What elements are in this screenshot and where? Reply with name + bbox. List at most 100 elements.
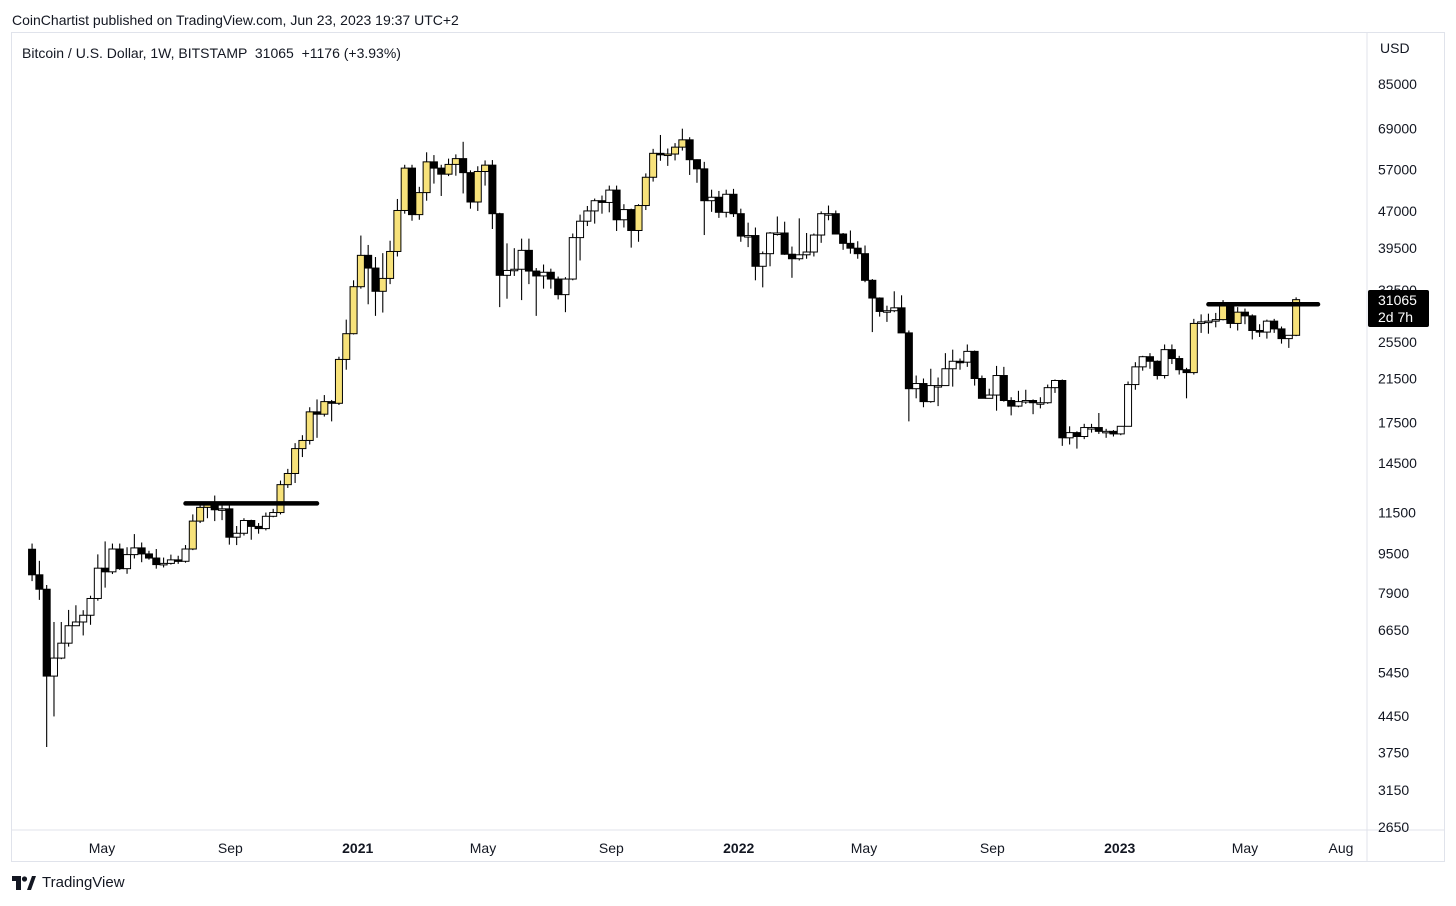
candle-body [671, 146, 680, 155]
candle [451, 154, 460, 176]
candle [239, 518, 248, 536]
candle-body [517, 249, 526, 270]
candle-body [481, 164, 490, 172]
candle-body [218, 508, 227, 511]
candle-body [1167, 349, 1176, 360]
candle [261, 512, 270, 531]
candle [488, 160, 497, 229]
candle-body [948, 360, 957, 370]
candle-body [1036, 402, 1045, 405]
candle [415, 186, 424, 220]
candle [210, 495, 219, 522]
candle [919, 378, 928, 408]
candle [1102, 428, 1111, 438]
candle [152, 549, 161, 569]
currency-label: USD [1380, 40, 1410, 56]
candle [495, 212, 504, 308]
candle-body [649, 152, 658, 178]
candle-body [963, 350, 972, 363]
candle-body [327, 401, 336, 404]
candle-body [1197, 321, 1206, 324]
price-tick-label: 6650 [1378, 622, 1409, 638]
candle-body [437, 167, 446, 175]
candle-body [700, 168, 709, 202]
candle [327, 399, 336, 422]
candle-body [313, 411, 322, 415]
candle [985, 388, 994, 399]
candle-body [393, 209, 402, 252]
candle [408, 164, 417, 221]
candle [926, 368, 935, 403]
candle-body [576, 220, 585, 239]
candle [108, 543, 117, 575]
price-tick-label: 39500 [1378, 240, 1417, 256]
candle-body [188, 520, 197, 550]
candle [561, 277, 570, 313]
candle-body [795, 254, 804, 260]
candle-body [123, 554, 132, 570]
candle-body [985, 394, 994, 399]
candle [159, 557, 168, 568]
candle-body [1109, 430, 1118, 435]
candle-body [451, 158, 460, 165]
candle [1014, 390, 1023, 408]
time-tick-label: May [89, 840, 115, 856]
candle-body [422, 161, 431, 194]
candle-body [539, 271, 548, 277]
candle-body [1065, 432, 1074, 439]
candle-body [320, 401, 329, 415]
candle [546, 268, 555, 289]
candle [364, 244, 373, 305]
candle [590, 198, 599, 224]
candle [707, 189, 716, 212]
candle [313, 399, 322, 438]
candle-body [269, 512, 278, 517]
candle [568, 233, 577, 281]
candle [1204, 313, 1213, 334]
candle [729, 188, 738, 217]
candle [817, 211, 826, 243]
last-price-value: 31065 [1378, 292, 1417, 308]
candle-body [619, 209, 628, 221]
candle [1277, 326, 1286, 344]
candle [174, 555, 183, 564]
candle [1065, 426, 1074, 445]
price-tick-label: 3750 [1378, 745, 1409, 761]
candle-body [941, 368, 950, 387]
time-tick-label: May [1232, 840, 1258, 856]
candle [1197, 314, 1206, 333]
candle [934, 377, 943, 407]
candle-body [502, 269, 511, 276]
candle-body [1175, 358, 1184, 371]
candle [970, 350, 979, 386]
candle-body [510, 268, 519, 272]
candle [1036, 397, 1045, 409]
candle-body [744, 235, 753, 238]
candle-body [429, 161, 438, 169]
price-tick-label: 69000 [1378, 121, 1417, 137]
candle-body [853, 247, 862, 255]
candle-body [232, 532, 241, 538]
tradingview-logo[interactable]: TradingView [12, 874, 125, 891]
candle [802, 233, 811, 259]
candle [71, 605, 80, 627]
candle [298, 435, 307, 458]
candle [1116, 425, 1125, 436]
candle-body [283, 472, 292, 486]
candle-body [1080, 427, 1089, 438]
candle [861, 245, 870, 283]
price-tick-label: 85000 [1378, 76, 1417, 92]
candle-body [101, 567, 110, 573]
candle [1021, 389, 1030, 404]
candle-body [408, 167, 417, 216]
candle [875, 297, 884, 317]
candle-body [1226, 303, 1235, 324]
candle [1160, 344, 1169, 379]
candle-body [261, 515, 270, 530]
candle [612, 185, 621, 231]
last-price-tag: 31065 2d 7h [1368, 290, 1429, 327]
candle-body [28, 548, 37, 576]
candle [1029, 399, 1038, 415]
candle [393, 198, 402, 257]
candle-body [400, 167, 409, 211]
